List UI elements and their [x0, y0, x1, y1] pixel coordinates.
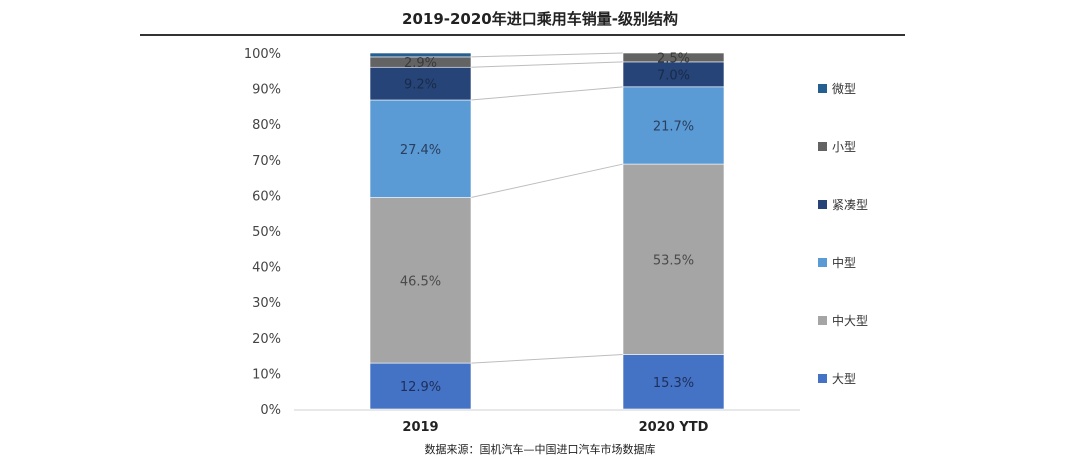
legend-item: 大型 [818, 370, 856, 386]
legend-swatch [818, 315, 827, 325]
bar-segment [622, 86, 725, 165]
chart-title: 2019-2020年进口乘用车销量-级别结构 [402, 10, 678, 28]
data-label: 15.3% [653, 376, 694, 391]
data-label: 53.5% [653, 253, 694, 268]
y-tick-label: 30% [252, 296, 281, 311]
data-label: 2.9% [404, 56, 437, 71]
legend-item: 中型 [818, 254, 856, 270]
data-label: 12.9% [400, 380, 441, 395]
title-rule [140, 34, 905, 36]
series-connector-line [470, 163, 624, 199]
y-tick-label: 70% [252, 154, 281, 169]
data-label: 2.5% [657, 51, 690, 66]
data-source-note: 数据来源：国机汽车—中国进口汽车市场数据库 [424, 443, 656, 456]
legend-swatch [818, 83, 827, 93]
bar-segment [369, 52, 472, 58]
legend-label: 小型 [832, 139, 857, 154]
bar-segment [622, 52, 725, 63]
legend-swatch [818, 257, 827, 267]
legend-swatch [818, 373, 827, 383]
bar-segment [369, 362, 472, 410]
legend-item: 中大型 [818, 312, 868, 328]
bar-segment [369, 99, 472, 198]
y-tick-label: 20% [252, 332, 281, 347]
y-tick-label: 60% [252, 189, 281, 204]
x-category-label: 2019 [402, 420, 438, 435]
legend-swatch [818, 199, 827, 209]
x-category-label: 2020 YTD [639, 420, 709, 435]
y-tick-label: 0% [260, 403, 281, 418]
y-tick-label: 80% [252, 118, 281, 133]
y-tick-label: 50% [252, 225, 281, 240]
data-label: 21.7% [653, 119, 694, 134]
bar-segment [369, 66, 472, 101]
legend-label: 紧凑型 [832, 197, 869, 212]
legend-label: 中大型 [832, 313, 869, 328]
bar-segment [622, 163, 725, 355]
legend-item: 微型 [818, 80, 856, 96]
y-tick-label: 90% [252, 83, 281, 98]
legend-label: 大型 [832, 371, 857, 386]
data-label: 7.0% [657, 68, 690, 83]
legend-label: 中型 [832, 255, 857, 270]
legend-item: 紧凑型 [818, 196, 868, 212]
y-tick-label: 100% [244, 47, 281, 62]
y-tick-label: 10% [252, 367, 281, 382]
legend-item: 小型 [818, 138, 856, 154]
bar-segment [622, 61, 725, 88]
series-connector-line [470, 86, 624, 101]
legend-label: 微型 [832, 81, 857, 96]
data-label: 9.2% [404, 78, 437, 93]
data-label: 27.4% [400, 143, 441, 158]
series-connector-line [470, 354, 624, 364]
bar-segment [622, 354, 725, 410]
data-label: 46.5% [400, 274, 441, 289]
series-connector-line [470, 52, 624, 58]
series-connector-line [470, 61, 624, 68]
y-tick-label: 40% [252, 261, 281, 276]
legend-swatch [818, 141, 827, 151]
